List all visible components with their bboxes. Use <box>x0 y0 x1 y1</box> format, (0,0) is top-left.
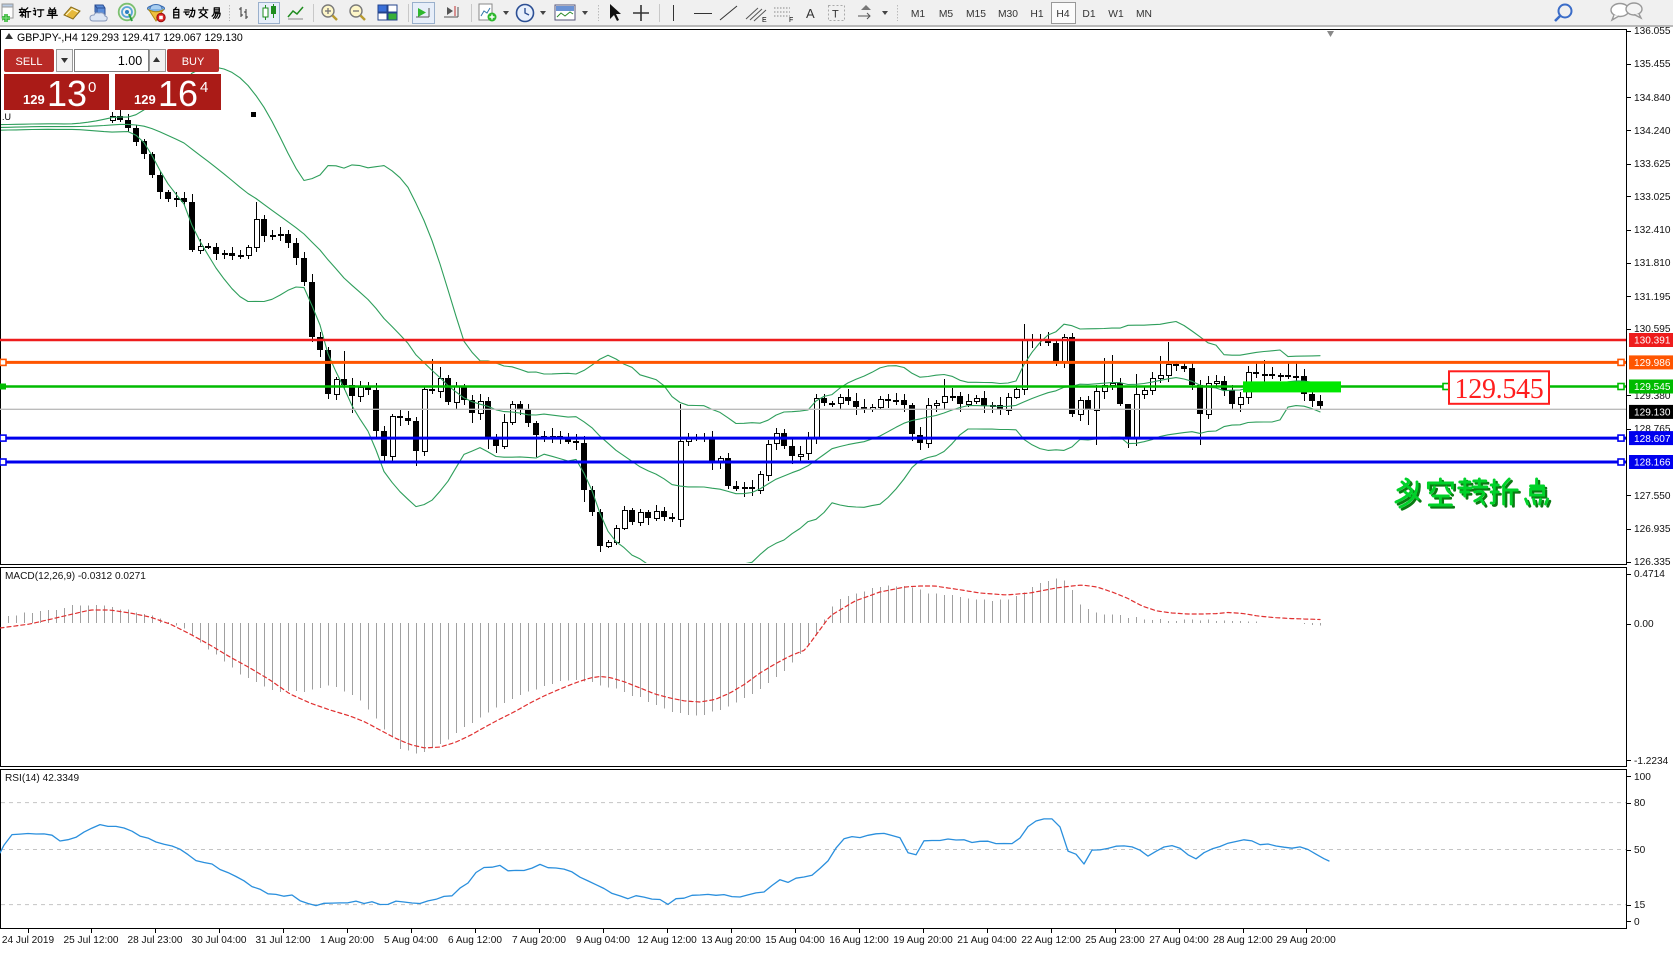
svg-text:19 Aug 20:00: 19 Aug 20:00 <box>893 935 953 946</box>
svg-text:50: 50 <box>1634 845 1646 856</box>
svg-text:126.935: 126.935 <box>1634 524 1671 535</box>
svg-text:128.166: 128.166 <box>1634 458 1671 469</box>
svg-text:135.455: 135.455 <box>1634 59 1671 70</box>
svg-text:22 Aug 12:00: 22 Aug 12:00 <box>1021 935 1081 946</box>
svg-text:M5: M5 <box>939 9 954 20</box>
svg-text:24 Jul 2019: 24 Jul 2019 <box>2 935 55 946</box>
svg-text:4: 4 <box>200 79 208 96</box>
svg-text:129.545: 129.545 <box>1455 374 1544 405</box>
svg-text:133.025: 133.025 <box>1634 192 1671 203</box>
svg-text:80: 80 <box>1634 798 1646 809</box>
svg-text:25 Aug 23:00: 25 Aug 23:00 <box>1085 935 1145 946</box>
svg-text:F: F <box>789 17 793 24</box>
svg-text:0.4714: 0.4714 <box>1634 569 1665 580</box>
svg-text:129.986: 129.986 <box>1634 358 1671 369</box>
svg-text:RSI(14) 42.3349: RSI(14) 42.3349 <box>5 773 79 784</box>
svg-text:MN: MN <box>1136 9 1152 20</box>
svg-text:129: 129 <box>134 92 156 107</box>
svg-text:127.550: 127.550 <box>1634 491 1671 502</box>
svg-text:A: A <box>806 6 815 21</box>
svg-text:29 Aug 20:00: 29 Aug 20:00 <box>1276 935 1336 946</box>
svg-text:T: T <box>832 9 839 21</box>
svg-text:W1: W1 <box>1108 9 1124 20</box>
svg-text:-1.2234: -1.2234 <box>1634 756 1669 767</box>
svg-text:H1: H1 <box>1030 9 1043 20</box>
svg-text:126.335: 126.335 <box>1634 557 1671 568</box>
svg-text:5 Aug 04:00: 5 Aug 04:00 <box>384 935 438 946</box>
svg-text:GBPJPY-,H4 129.293 129.417 12: GBPJPY-,H4 129.293 129.417 129.067 129.1… <box>17 32 243 44</box>
svg-text:SELL: SELL <box>16 56 43 68</box>
svg-text:15: 15 <box>1634 900 1646 911</box>
svg-text:D1: D1 <box>1082 9 1095 20</box>
svg-text:134.240: 134.240 <box>1634 126 1671 137</box>
svg-text:6 Aug 12:00: 6 Aug 12:00 <box>448 935 502 946</box>
svg-text:129: 129 <box>23 92 45 107</box>
svg-text:M15: M15 <box>966 9 986 20</box>
svg-text:130.391: 130.391 <box>1634 336 1671 347</box>
svg-text:129.130: 129.130 <box>1634 408 1671 419</box>
svg-text:16 Aug 12:00: 16 Aug 12:00 <box>829 935 889 946</box>
svg-text:129.380: 129.380 <box>1634 391 1671 402</box>
svg-text:131.195: 131.195 <box>1634 292 1671 303</box>
svg-text:1.00: 1.00 <box>118 54 142 68</box>
svg-text:M1: M1 <box>911 9 926 20</box>
svg-text:130.595: 130.595 <box>1634 324 1671 335</box>
svg-text:132.410: 132.410 <box>1634 225 1671 236</box>
svg-text:21 Aug 04:00: 21 Aug 04:00 <box>957 935 1017 946</box>
svg-text:0: 0 <box>1634 917 1640 928</box>
svg-text:MACD(12,26,9) -0.0312 0.0271: MACD(12,26,9) -0.0312 0.0271 <box>5 571 146 582</box>
svg-text:27 Aug 04:00: 27 Aug 04:00 <box>1149 935 1209 946</box>
svg-text:12 Aug 12:00: 12 Aug 12:00 <box>637 935 697 946</box>
svg-text:BUY: BUY <box>182 56 205 68</box>
svg-text:25 Jul 12:00: 25 Jul 12:00 <box>64 935 119 946</box>
svg-text:128.765: 128.765 <box>1634 424 1671 435</box>
svg-text:136.055: 136.055 <box>1634 26 1671 37</box>
svg-text:100: 100 <box>1634 772 1651 783</box>
svg-text:16: 16 <box>158 73 198 114</box>
svg-text:13 Aug 20:00: 13 Aug 20:00 <box>701 935 761 946</box>
svg-text:1 Aug 20:00: 1 Aug 20:00 <box>320 935 374 946</box>
svg-text:.U: .U <box>2 112 11 122</box>
svg-text:E: E <box>762 17 767 24</box>
svg-text:0.00: 0.00 <box>1634 619 1654 630</box>
svg-text:7 Aug 20:00: 7 Aug 20:00 <box>512 935 566 946</box>
svg-text:M30: M30 <box>998 9 1018 20</box>
svg-text:128.607: 128.607 <box>1634 434 1671 445</box>
svg-text:30 Jul 04:00: 30 Jul 04:00 <box>192 935 247 946</box>
svg-text:134.840: 134.840 <box>1634 93 1671 104</box>
svg-text:13: 13 <box>47 73 87 114</box>
svg-text:9 Aug 04:00: 9 Aug 04:00 <box>576 935 630 946</box>
svg-text:129.545: 129.545 <box>1634 382 1671 393</box>
svg-text:131.810: 131.810 <box>1634 258 1671 269</box>
svg-text:H4: H4 <box>1056 9 1069 20</box>
svg-text:31 Jul 12:00: 31 Jul 12:00 <box>256 935 311 946</box>
svg-text:28 Jul 23:00: 28 Jul 23:00 <box>128 935 183 946</box>
svg-text:0: 0 <box>88 79 96 96</box>
svg-text:28 Aug 12:00: 28 Aug 12:00 <box>1213 935 1273 946</box>
svg-text:133.625: 133.625 <box>1634 159 1671 170</box>
svg-text:15 Aug 04:00: 15 Aug 04:00 <box>765 935 825 946</box>
